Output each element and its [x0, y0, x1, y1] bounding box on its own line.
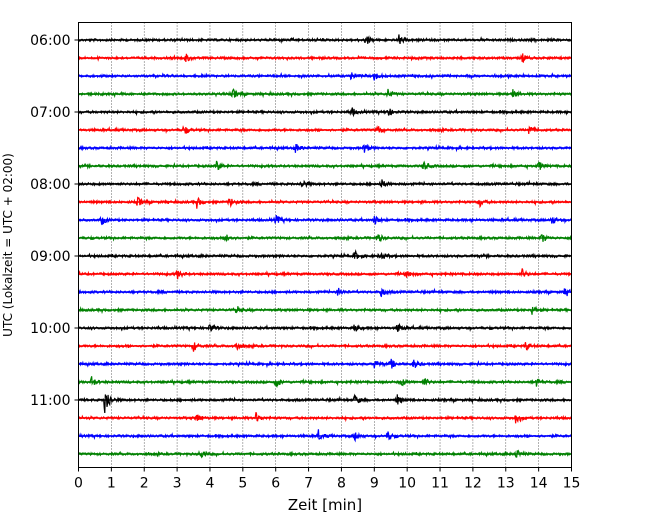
y-tick-label: 08:00	[30, 177, 70, 193]
x-tick-label: 12	[464, 476, 482, 492]
seismogram-trace	[77, 72, 573, 81]
x-axis-label: Zeit [min]	[288, 496, 362, 514]
seismogram-trace	[77, 179, 572, 189]
trace-line	[78, 429, 573, 443]
seismogram-trace	[77, 322, 572, 333]
y-axis: 06:00 07:00 08:00 09:00 10:00 11:00	[30, 33, 79, 409]
trace-line	[78, 342, 572, 352]
seismogram-trace	[78, 358, 573, 369]
seismogram-trace	[78, 125, 572, 135]
seismogram-trace	[78, 342, 572, 352]
seismogram-trace	[78, 248, 572, 260]
y-tick-label: 11:00	[30, 393, 70, 409]
seismogram-trace	[78, 233, 572, 243]
x-tick-label: 9	[370, 476, 379, 492]
x-tick-label: 7	[304, 476, 313, 492]
seismogram-trace	[77, 376, 573, 388]
x-tick-label: 2	[140, 476, 149, 492]
y-tick-label: 07:00	[30, 105, 70, 121]
seismogram-trace	[78, 412, 572, 424]
trace-line	[78, 393, 572, 413]
x-tick-label: 15	[563, 476, 581, 492]
seismogram-trace	[77, 143, 572, 153]
plot-frame	[78, 22, 572, 468]
trace-layer	[77, 34, 573, 459]
x-tick-label: 5	[238, 476, 247, 492]
x-tick-label: 1	[107, 476, 116, 492]
seismogram-trace	[77, 34, 573, 45]
y-tick-label: 06:00	[30, 33, 70, 49]
x-tick-label: 11	[431, 476, 449, 492]
seismogram-trace	[78, 429, 573, 443]
x-tick-label: 13	[497, 476, 515, 492]
seismogram-trace	[77, 53, 572, 63]
seismogram-trace	[77, 88, 572, 99]
y-tick-label: 09:00	[30, 249, 70, 265]
seismogram-trace	[77, 268, 572, 280]
x-tick-label: 4	[206, 476, 215, 492]
seismogram-trace	[77, 107, 573, 118]
trace-line	[77, 34, 573, 45]
x-tick-label: 14	[530, 476, 548, 492]
x-tick-label: 10	[398, 476, 416, 492]
grid-layer	[111, 22, 539, 468]
trace-line	[77, 196, 572, 209]
seismogram-trace	[77, 196, 572, 209]
x-tick-label: 6	[271, 476, 280, 492]
seismogram-trace	[78, 305, 572, 315]
x-tick-label: 0	[74, 476, 83, 492]
seismogram-trace	[78, 393, 572, 413]
seismogram-trace	[77, 287, 572, 298]
x-tick-label: 8	[337, 476, 346, 492]
y-tick-label: 10:00	[30, 321, 70, 337]
x-tick-label: 3	[173, 476, 182, 492]
seismogram-trace	[77, 215, 572, 226]
x-axis: 0 1 2 3 4 5 6 7 8 9 10 11 12 13 14 15	[74, 467, 581, 492]
seismogram-trace	[78, 449, 572, 459]
seismogram-trace	[77, 160, 572, 171]
y-axis-label: UTC (Lokalzeit = UTC + 02:00)	[1, 153, 15, 337]
trace-line	[78, 248, 572, 260]
